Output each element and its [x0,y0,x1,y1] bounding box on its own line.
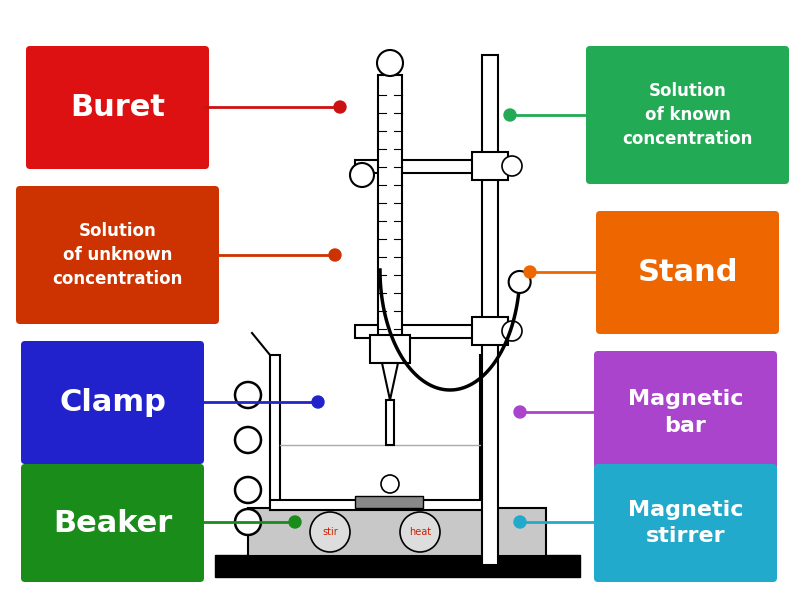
Circle shape [509,271,530,293]
Bar [472,152,508,180]
Circle shape [235,509,261,535]
Text: stir: stir [322,527,338,537]
Bar [480,355,490,510]
Text: Clamp: Clamp [59,388,166,417]
FancyBboxPatch shape [586,46,789,184]
Bar [378,75,402,340]
Bar [270,355,280,510]
Circle shape [310,512,350,552]
Text: Buret: Buret [70,93,165,122]
Circle shape [502,321,522,341]
Circle shape [235,382,261,408]
Bar [355,496,423,508]
FancyBboxPatch shape [16,186,219,324]
Bar [482,55,498,565]
FancyBboxPatch shape [594,464,777,582]
Circle shape [289,516,301,528]
FancyBboxPatch shape [21,341,204,464]
Circle shape [502,156,522,176]
Bar [248,508,546,556]
FancyBboxPatch shape [596,211,779,334]
Text: Solution
of known
concentration: Solution of known concentration [622,82,753,148]
Circle shape [377,50,403,76]
Polygon shape [382,363,398,400]
FancyBboxPatch shape [594,351,777,474]
Circle shape [350,163,374,187]
Text: Magnetic
stirrer: Magnetic stirrer [628,500,743,546]
Bar [355,325,495,338]
Text: Solution
of unknown
concentration: Solution of unknown concentration [52,223,182,287]
Bar [370,335,410,363]
Circle shape [514,516,526,528]
FancyBboxPatch shape [21,464,204,582]
Bar [270,500,490,510]
Text: Stand: Stand [638,258,738,287]
Text: Magnetic
bar: Magnetic bar [628,389,743,436]
Bar [472,317,508,345]
Text: heat: heat [409,527,431,537]
Circle shape [329,249,341,261]
Circle shape [312,396,324,408]
Bar [355,160,495,173]
Circle shape [514,406,526,418]
FancyBboxPatch shape [26,46,209,169]
Bar [386,400,394,445]
Circle shape [235,427,261,453]
Circle shape [235,477,261,503]
Bar [215,555,580,577]
Circle shape [400,512,440,552]
Text: Beaker: Beaker [53,509,172,538]
Circle shape [524,266,536,278]
Circle shape [381,475,399,493]
Circle shape [334,101,346,113]
Circle shape [504,109,516,121]
